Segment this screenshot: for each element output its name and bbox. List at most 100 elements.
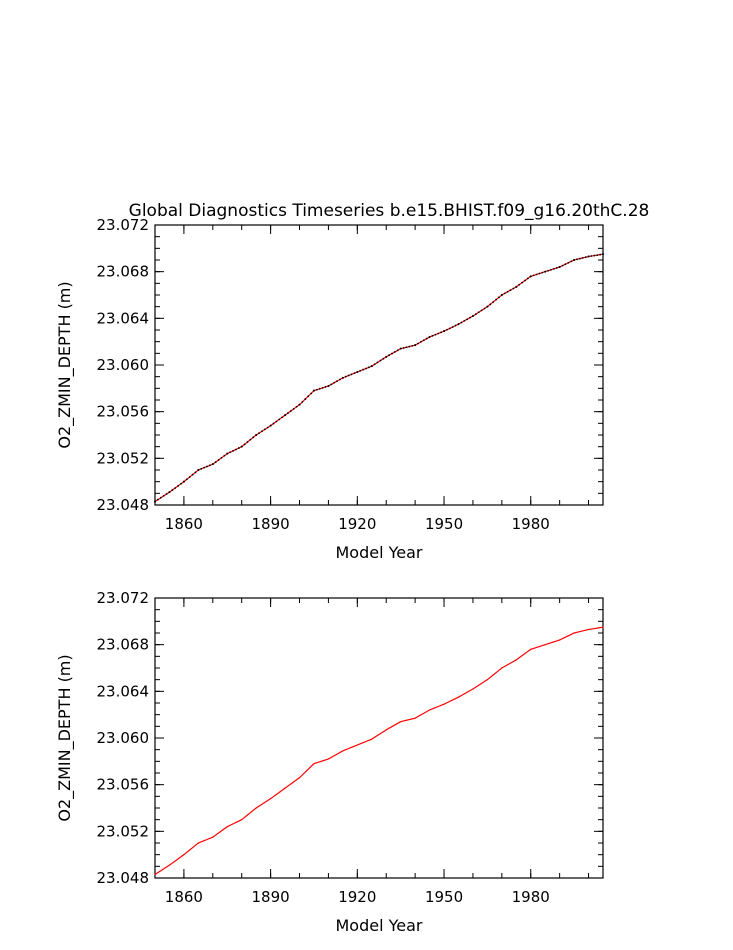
data-point (269, 424, 272, 427)
data-point (252, 436, 255, 439)
data-point (451, 326, 454, 328)
data-point (578, 257, 581, 260)
data-point (596, 254, 599, 256)
data-point (229, 451, 232, 454)
data-point (327, 385, 330, 387)
data-point (263, 428, 266, 431)
data-point (535, 273, 538, 276)
data-point (310, 392, 312, 395)
data-point (477, 311, 480, 314)
data-point (289, 410, 292, 412)
data-point (515, 659, 517, 661)
data-point (587, 255, 590, 258)
plot-frame (154, 224, 604, 506)
x-tick-label: 1890 (252, 515, 290, 533)
x-tick-label: 1890 (252, 888, 290, 906)
data-point (501, 667, 503, 669)
data-point (367, 366, 370, 369)
data-point (544, 644, 546, 646)
data-point (393, 351, 396, 353)
data-point (159, 496, 162, 499)
data-point (298, 403, 301, 406)
data-point (552, 267, 555, 270)
data-point (480, 309, 483, 312)
data-point (512, 287, 515, 290)
data-point (573, 259, 576, 261)
data-point (261, 430, 263, 433)
y-tick-label: 23.064 (97, 682, 150, 700)
data-point (506, 290, 509, 293)
data-point (321, 386, 324, 389)
data-point (313, 763, 315, 765)
data-point (188, 476, 191, 478)
data-point (498, 296, 500, 299)
data-point (281, 416, 284, 419)
data-point (203, 466, 206, 469)
data-point (602, 626, 604, 628)
x-tick-label: 1860 (165, 515, 203, 533)
data-point (214, 461, 217, 463)
data-point (272, 422, 275, 425)
data-point (555, 267, 558, 269)
data-point (370, 365, 373, 368)
data-point (399, 347, 402, 350)
data-point (431, 334, 434, 337)
data-point (466, 318, 469, 321)
data-point (359, 369, 362, 372)
x-tick-label: 1980 (512, 515, 550, 533)
data-point (471, 315, 474, 317)
x-tick-label: 1920 (338, 888, 376, 906)
data-point (191, 473, 194, 476)
data-point (223, 454, 226, 457)
data-point (550, 268, 552, 271)
data-point (443, 703, 445, 705)
data-point (174, 487, 177, 489)
data-point (388, 354, 391, 357)
series-line (154, 253, 604, 503)
data-point (154, 500, 156, 503)
data-point (270, 798, 272, 800)
data-point (371, 738, 373, 740)
data-point (391, 352, 393, 355)
y-tick-label: 23.072 (97, 216, 150, 234)
data-point (396, 349, 399, 352)
data-point (503, 292, 506, 295)
x-tick-label: 1950 (425, 515, 463, 533)
x-axis-title: Model Year (336, 543, 423, 562)
data-point (365, 367, 367, 370)
data-point (347, 374, 350, 377)
y-tick-label: 23.052 (97, 449, 150, 467)
data-point (206, 465, 208, 468)
y-tick-label: 23.068 (97, 263, 150, 281)
data-point (344, 375, 347, 378)
data-point (538, 272, 541, 275)
data-point (521, 281, 523, 284)
data-point (402, 347, 405, 349)
y-tick-label: 23.056 (97, 403, 150, 421)
x-tick-label: 1980 (512, 888, 550, 906)
data-point (278, 418, 281, 421)
data-point (237, 447, 240, 449)
data-point (284, 414, 287, 417)
x-tick-label: 1950 (425, 888, 463, 906)
data-point (241, 819, 243, 821)
data-point (581, 257, 584, 259)
data-point (168, 864, 171, 866)
data-point (405, 346, 408, 349)
data-point (180, 482, 182, 485)
data-point (558, 266, 561, 268)
data-point (526, 277, 529, 280)
data-point (226, 452, 229, 455)
data-point (185, 478, 188, 481)
data-point (457, 323, 460, 326)
data-point (298, 777, 301, 779)
data-point (414, 344, 417, 347)
data-point (411, 344, 414, 347)
data-point (341, 376, 344, 379)
chart-panel-2: 23.048 23.052 23.056 23.060 23.064 23.068 23.0… (55, 589, 604, 935)
y-tick-label: 23.060 (97, 356, 150, 374)
data-point (530, 648, 532, 650)
data-point (353, 372, 356, 375)
data-point (307, 395, 310, 398)
